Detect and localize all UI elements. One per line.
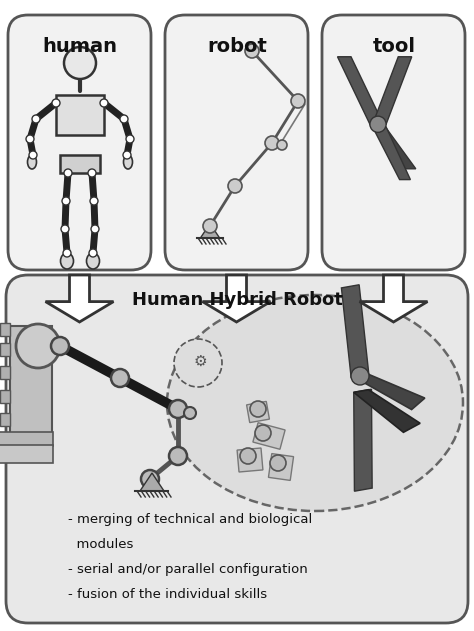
Polygon shape (202, 275, 271, 322)
Bar (56, 95, 104, 135)
Circle shape (228, 179, 242, 193)
Circle shape (62, 197, 70, 205)
Circle shape (250, 401, 266, 417)
Ellipse shape (86, 253, 100, 269)
Bar (237, 448, 263, 472)
Circle shape (52, 99, 60, 107)
Bar (0, 445, 53, 463)
Circle shape (120, 115, 128, 123)
Polygon shape (201, 223, 219, 238)
Bar (268, 454, 293, 480)
Circle shape (245, 44, 259, 58)
Polygon shape (341, 285, 369, 377)
Circle shape (90, 197, 98, 205)
Circle shape (26, 135, 34, 143)
Circle shape (91, 225, 99, 233)
Ellipse shape (124, 155, 133, 169)
Bar (0, 432, 53, 446)
Circle shape (141, 470, 159, 488)
Circle shape (351, 367, 369, 385)
Polygon shape (370, 124, 416, 169)
Text: - merging of technical and biological: - merging of technical and biological (68, 513, 312, 526)
Circle shape (61, 225, 69, 233)
Bar (0, 413, 10, 426)
Polygon shape (373, 127, 410, 180)
Circle shape (270, 455, 286, 471)
Circle shape (174, 339, 222, 387)
Ellipse shape (61, 253, 73, 269)
Text: - fusion of the individual skills: - fusion of the individual skills (68, 588, 267, 601)
Ellipse shape (27, 155, 36, 169)
Text: Human Hybrid Robot: Human Hybrid Robot (132, 291, 342, 309)
Circle shape (32, 115, 40, 123)
Circle shape (111, 369, 129, 387)
Circle shape (123, 151, 131, 159)
Bar (0, 343, 10, 356)
Text: - serial and/or parallel configuration: - serial and/or parallel configuration (68, 563, 308, 576)
Text: modules: modules (68, 538, 133, 551)
Circle shape (100, 99, 108, 107)
Circle shape (370, 116, 386, 133)
Polygon shape (140, 473, 164, 491)
Circle shape (265, 136, 279, 150)
Circle shape (63, 249, 71, 257)
FancyBboxPatch shape (6, 275, 468, 623)
Polygon shape (354, 389, 372, 491)
Circle shape (277, 140, 287, 150)
Ellipse shape (167, 295, 463, 511)
Polygon shape (373, 57, 412, 124)
Circle shape (64, 169, 72, 177)
Bar (253, 423, 285, 449)
Circle shape (51, 337, 69, 355)
Polygon shape (337, 57, 383, 124)
Circle shape (64, 47, 96, 79)
Bar (0, 366, 10, 379)
Bar (10, 326, 52, 436)
Circle shape (29, 151, 37, 159)
Circle shape (184, 407, 196, 419)
Polygon shape (359, 275, 428, 322)
Bar (60, 155, 100, 173)
Circle shape (16, 324, 60, 368)
Polygon shape (46, 275, 113, 322)
Circle shape (203, 219, 217, 233)
Circle shape (240, 448, 256, 464)
FancyBboxPatch shape (165, 15, 308, 270)
Circle shape (89, 249, 97, 257)
Polygon shape (354, 390, 420, 432)
Circle shape (169, 447, 187, 465)
Bar (0, 323, 10, 336)
Circle shape (169, 400, 187, 418)
Text: human: human (43, 37, 118, 56)
Text: ⚙: ⚙ (193, 353, 207, 369)
Bar (246, 401, 269, 423)
Text: tool: tool (373, 37, 416, 56)
FancyBboxPatch shape (8, 15, 151, 270)
Circle shape (291, 94, 305, 108)
Circle shape (126, 135, 134, 143)
Polygon shape (354, 374, 425, 410)
Text: robot: robot (207, 37, 267, 56)
Circle shape (88, 169, 96, 177)
FancyBboxPatch shape (322, 15, 465, 270)
Bar (0, 390, 10, 403)
Circle shape (255, 425, 271, 441)
